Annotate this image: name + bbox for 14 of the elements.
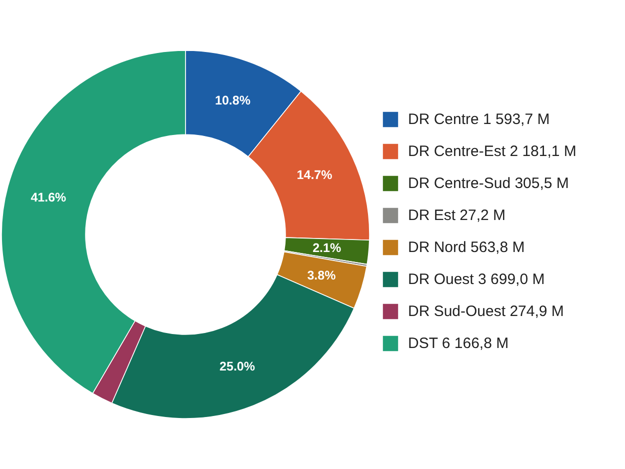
data-label: 10.8% bbox=[215, 94, 250, 108]
legend-label: DR Centre-Sud 305,5 M bbox=[408, 174, 569, 193]
data-label: 25.0% bbox=[220, 360, 255, 374]
legend-label: DR Nord 563,8 M bbox=[408, 238, 525, 257]
data-label: 41.6% bbox=[30, 190, 66, 204]
legend-label: DR Centre-Est 2 181,1 M bbox=[408, 142, 576, 161]
legend-label: DR Ouest 3 699,0 M bbox=[408, 270, 545, 289]
legend-label: DR Centre 1 593,7 M bbox=[408, 110, 550, 129]
data-label: 2.1% bbox=[312, 241, 342, 256]
legend-label: DR Sud-Ouest 274,9 M bbox=[408, 302, 564, 321]
data-label: 3.8% bbox=[307, 268, 336, 283]
data-label: 14.7% bbox=[296, 168, 332, 182]
legend-label: DR Est 27,2 M bbox=[408, 206, 506, 225]
legend-label: DST 6 166,8 M bbox=[408, 334, 509, 353]
